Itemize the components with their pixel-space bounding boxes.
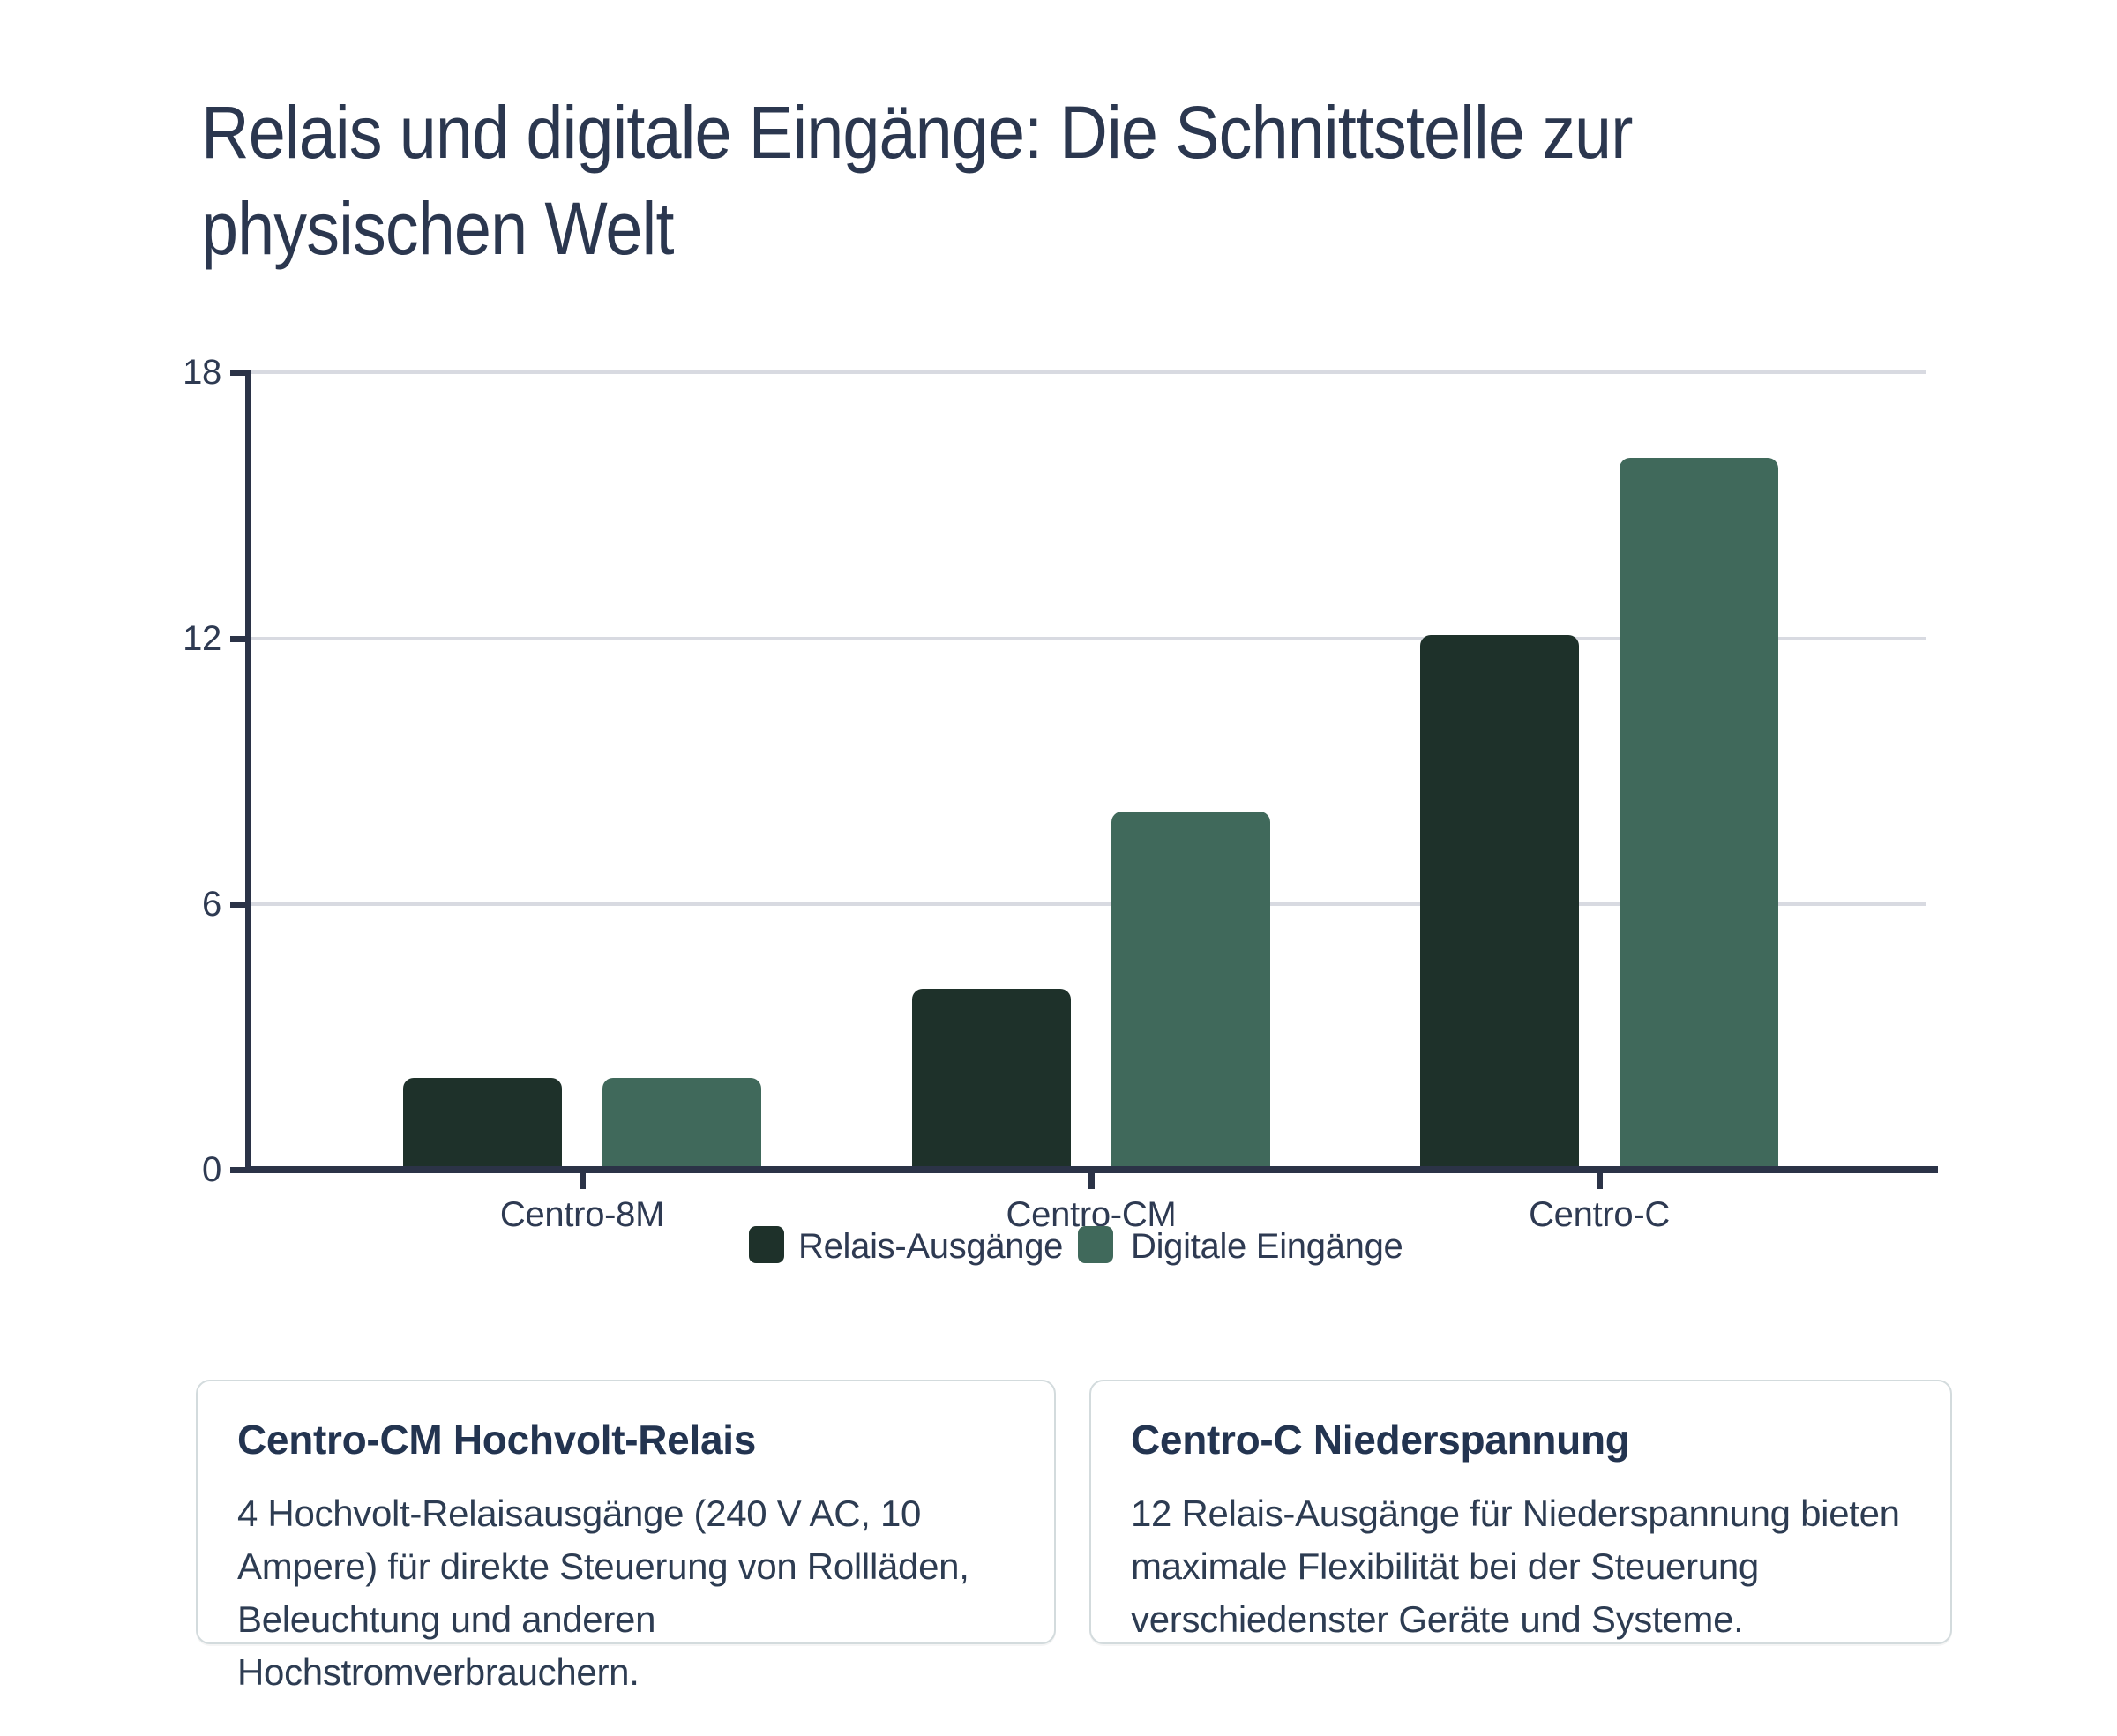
y-axis-tick — [230, 370, 248, 377]
legend-label-Digitale Eingänge: Digitale Eingänge — [1131, 1227, 1403, 1266]
bar-Digitale Eingänge-Centro-CM — [1111, 812, 1270, 1166]
x-axis-label: Centro-8M — [499, 1195, 665, 1234]
y-axis-tick — [230, 635, 248, 642]
card-body: 12 Relais-Ausgänge für Niederspannung bi… — [1131, 1493, 1900, 1640]
info-card-centro-c: Centro-C Niederspannung 12 Relais-Ausgän… — [1089, 1380, 1952, 1644]
info-card-centro-cm: Centro-CM Hochvolt-Relais 4 Hochvolt-Rel… — [196, 1380, 1056, 1693]
legend-label-Relais-Ausgänge: Relais-Ausgänge — [798, 1227, 1064, 1266]
y-axis-label: 18 — [183, 353, 221, 393]
bar-Relais-Ausgänge-Centro-C — [1420, 635, 1579, 1166]
bar-Digitale Eingänge-Centro-C — [1620, 458, 1778, 1166]
x-axis-tick — [580, 1173, 586, 1189]
y-axis-label: 12 — [183, 618, 221, 658]
x-axis-line — [245, 1166, 1938, 1173]
card-title: Centro-C Niederspannung — [1131, 1417, 1630, 1463]
bar-Relais-Ausgänge-Centro-8M — [403, 1078, 562, 1166]
card-body: 4 Hochvolt-Relaisausgänge (240 V AC, 10 … — [237, 1493, 969, 1693]
x-axis-tick — [1088, 1173, 1095, 1189]
y-axis-label: 6 — [202, 884, 221, 924]
chart-title-line-2: physischen Welt — [201, 187, 674, 270]
card-title: Centro-CM Hochvolt-Relais — [237, 1417, 756, 1463]
y-axis-line — [245, 370, 251, 1173]
y-axis-tick — [230, 1167, 248, 1173]
bar-chart: 0 6 12 18 Centro-8M Centro-CM Centro-C Relais-A… — [0, 335, 2117, 1306]
bar-Digitale Eingänge-Centro-8M — [602, 1078, 761, 1166]
x-axis-tick — [1597, 1173, 1603, 1189]
x-axis-label: Centro-C — [1529, 1195, 1670, 1234]
y-gridline — [251, 370, 1926, 375]
chart-title-line-1: Relais und digitale Eingänge: Die Schnit… — [201, 91, 1633, 174]
y-gridline — [251, 902, 1926, 906]
legend-swatch-Digitale Eingänge — [1078, 1226, 1113, 1263]
bar-Relais-Ausgänge-Centro-CM — [912, 989, 1071, 1166]
legend-swatch-Relais-Ausgänge — [749, 1226, 784, 1263]
y-axis-label: 0 — [202, 1150, 221, 1189]
chart-title: Relais und digitale Eingänge: Die Schnit… — [201, 85, 1633, 277]
y-gridline — [251, 636, 1926, 640]
y-axis-tick — [230, 901, 248, 908]
